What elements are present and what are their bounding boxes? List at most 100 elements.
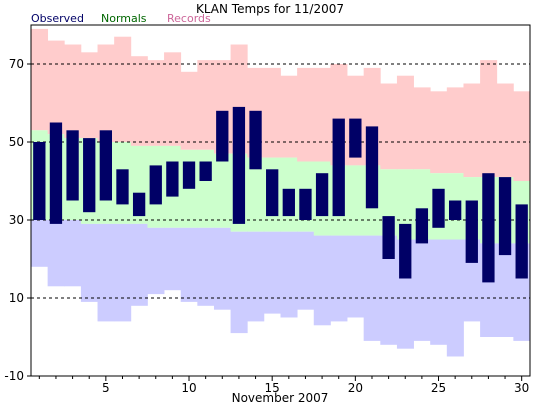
observed-bar <box>116 169 129 205</box>
record-low-bar <box>380 235 398 345</box>
legend-observed: Observed <box>31 12 84 25</box>
normal-range-bar <box>347 165 365 236</box>
record-high-bar <box>280 75 298 158</box>
record-low-bar <box>31 220 49 267</box>
record-high-bar <box>463 83 481 178</box>
record-high-bar <box>47 40 65 135</box>
chart-title: KLAN Temps for 11/2007 <box>196 2 344 16</box>
observed-bar <box>99 130 113 201</box>
observed-bar <box>365 126 379 209</box>
record-low-bar <box>247 231 265 322</box>
plot-frame <box>30 24 531 377</box>
observed-bar <box>216 110 229 162</box>
observed-bar <box>448 200 462 220</box>
observed-bar <box>149 165 162 205</box>
record-high-bar <box>297 67 315 162</box>
record-high-bar <box>413 87 431 170</box>
x-tick-label: 10 <box>181 381 196 395</box>
record-high-bar <box>114 36 132 143</box>
record-low-bar <box>313 235 331 326</box>
record-low-bar <box>213 227 231 310</box>
observed-bar <box>266 169 279 217</box>
observed-bar <box>349 118 362 158</box>
x-tick-label: 15 <box>265 381 280 395</box>
observed-bar <box>332 118 345 217</box>
record-low-bar <box>413 239 431 341</box>
observed-bar <box>399 223 412 279</box>
observed-bar <box>515 204 528 279</box>
observed-bar <box>232 106 246 224</box>
record-high-bar <box>31 28 49 131</box>
record-high-bar <box>180 71 198 150</box>
observed-bar <box>83 138 96 213</box>
observed-bar <box>382 216 395 259</box>
record-low-bar <box>347 235 365 318</box>
record-low-bar <box>80 223 98 302</box>
legend-records: Records <box>167 12 211 25</box>
x-tick-label: 25 <box>431 381 446 395</box>
record-low-bar <box>147 227 165 295</box>
observed-bar <box>315 173 329 217</box>
x-axis-label: November 2007 <box>232 391 329 405</box>
x-tick-label: 30 <box>514 381 529 395</box>
record-low-bar <box>263 231 281 314</box>
record-high-bar <box>64 44 82 139</box>
record-high-bar <box>380 83 398 170</box>
normal-range-bar <box>396 169 414 240</box>
observed-bar <box>498 177 512 256</box>
record-high-bar <box>496 83 514 178</box>
record-low-bar <box>47 220 65 287</box>
plot-area: -10 10 30 50 70 5 10 15 20 25 30 <box>4 24 531 395</box>
observed-bar <box>482 173 495 283</box>
observed-bar <box>432 188 445 228</box>
record-high-bar <box>446 87 464 174</box>
x-tick-label: 5 <box>102 381 110 395</box>
record-high-bar <box>263 67 281 158</box>
normal-range-bar <box>213 153 231 228</box>
record-high-bar <box>513 91 531 181</box>
record-low-bar <box>496 243 514 337</box>
legend-normals: Normals <box>101 12 147 25</box>
record-low-bar <box>363 235 381 341</box>
observed-bar <box>299 188 312 220</box>
record-low-bar <box>130 223 148 306</box>
record-low-bar <box>180 227 198 302</box>
observed-bar <box>182 161 196 189</box>
observed-bar <box>33 142 46 220</box>
y-tick-label: 30 <box>9 213 24 227</box>
observed-bar <box>66 130 79 201</box>
observed-bar <box>49 122 63 224</box>
y-tick-label: -10 <box>4 369 24 383</box>
observed-bar <box>132 192 146 217</box>
record-high-bar <box>147 60 165 146</box>
observed-bar <box>249 110 262 170</box>
observed-bar <box>166 161 179 197</box>
record-high-bar <box>480 60 498 178</box>
y-tick-label: 70 <box>9 57 24 71</box>
y-tick-label: 50 <box>9 135 24 149</box>
normal-range-bar <box>247 157 265 232</box>
record-low-bar <box>197 227 215 306</box>
record-high-bar <box>313 67 331 162</box>
record-low-bar <box>97 223 115 322</box>
record-high-bar <box>197 60 215 150</box>
record-low-bar <box>114 223 132 322</box>
observed-bar <box>199 161 212 181</box>
record-low-bar <box>430 239 448 345</box>
record-low-bar <box>330 235 348 322</box>
record-high-bar <box>430 91 448 174</box>
record-high-bar <box>97 44 115 142</box>
record-high-bar <box>130 56 148 146</box>
x-tick-label: 20 <box>348 381 363 395</box>
record-high-bar <box>396 75 414 170</box>
record-high-bar <box>164 52 182 146</box>
observed-bar <box>415 208 429 244</box>
observed-bar <box>465 200 478 263</box>
record-low-bar <box>230 231 248 334</box>
y-tick-label: 10 <box>9 291 24 305</box>
record-high-bar <box>80 52 98 139</box>
record-low-bar <box>64 220 82 287</box>
record-low-bar <box>164 227 182 291</box>
record-low-bar <box>297 231 315 310</box>
